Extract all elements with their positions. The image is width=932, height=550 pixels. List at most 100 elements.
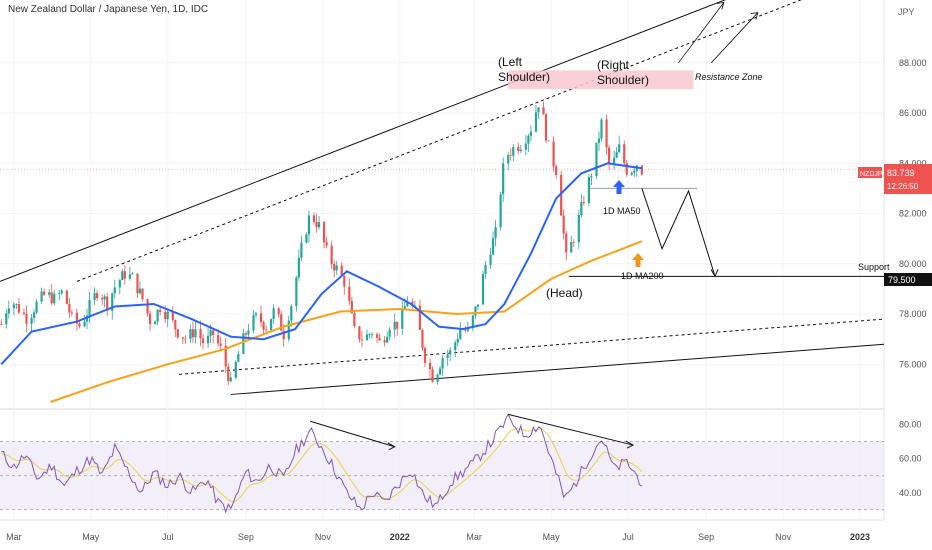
support-label: Support — [858, 262, 890, 272]
candle-body — [254, 313, 258, 316]
candle-body — [519, 149, 522, 152]
rsi-tick-label: 40.00 — [899, 488, 922, 498]
right-shoulder-label-2: Shoulder) — [597, 73, 649, 87]
candle-body — [484, 264, 487, 274]
candle-body — [544, 114, 548, 141]
candle-body — [189, 329, 192, 339]
candle-body — [350, 300, 353, 313]
candle-body — [146, 299, 149, 314]
candle-body — [121, 271, 124, 281]
candle-body — [312, 215, 316, 223]
candle-body — [534, 112, 538, 132]
candle-body — [141, 288, 144, 300]
candle-body — [464, 329, 467, 331]
candle-body — [78, 323, 81, 327]
candle-body — [577, 215, 580, 243]
candle-body — [393, 321, 396, 330]
candle-body — [512, 146, 515, 156]
candle-body — [507, 155, 510, 164]
candle-body — [537, 107, 540, 113]
candle-body — [383, 340, 386, 343]
resistance-zone-label: Resistance Zone — [695, 72, 763, 82]
candle-body — [403, 306, 406, 309]
ma50-up-arrow — [613, 180, 625, 194]
candle-body — [118, 280, 121, 288]
candle-body — [431, 369, 434, 382]
candle-body — [96, 293, 99, 299]
candle-body — [587, 177, 591, 203]
candle-body — [295, 277, 298, 307]
candle-body — [353, 312, 356, 327]
candle-body — [217, 334, 220, 344]
breakout-arrow — [678, 2, 725, 64]
candle-body — [22, 312, 26, 314]
head-label: (Head) — [546, 286, 583, 300]
candle-body — [156, 309, 159, 322]
candle-body — [212, 330, 215, 335]
candle-body — [449, 350, 452, 355]
candle-body — [264, 329, 268, 331]
candle-body — [491, 238, 495, 255]
time-tick-label: Nov — [315, 532, 332, 542]
candle-body — [401, 308, 404, 329]
candle-body — [494, 227, 497, 239]
candle-body — [136, 273, 139, 294]
candle-body — [65, 290, 68, 304]
candle-body — [70, 312, 73, 314]
candle-body — [441, 357, 444, 369]
price-tick-label: 80.000 — [899, 259, 927, 269]
price-tick-label: 76.000 — [899, 359, 927, 369]
resistance-zone — [508, 70, 694, 90]
breakout-arrow — [710, 12, 759, 64]
candle-body — [35, 301, 38, 313]
candle-body — [88, 300, 91, 316]
candle-body — [552, 141, 555, 167]
candle-body — [93, 293, 96, 301]
candle-body — [370, 334, 374, 336]
candle-body — [615, 152, 618, 158]
candle-body — [333, 263, 336, 271]
rsi-divergence-line — [310, 420, 395, 448]
candle-body — [252, 315, 255, 331]
candle-body — [247, 330, 250, 335]
candle-body — [439, 368, 442, 375]
candle-body — [335, 265, 338, 271]
candle-body — [421, 329, 424, 349]
candle-body — [83, 321, 86, 327]
candle-body — [234, 361, 237, 378]
candle-body — [524, 143, 527, 150]
price-symbol: NZDJPY — [860, 171, 888, 178]
candle-body — [111, 293, 114, 311]
candle-body — [625, 163, 628, 175]
candle-body — [201, 338, 205, 344]
price-tick-label: 78.000 — [899, 309, 927, 319]
breakout-arrowhead — [750, 12, 759, 20]
candle-body — [290, 306, 293, 321]
candle-body — [459, 329, 462, 339]
candle-body — [388, 329, 391, 337]
candle-body — [529, 131, 533, 136]
price-symbol-box — [858, 167, 882, 178]
candle-body — [454, 342, 457, 351]
candle-body — [386, 336, 389, 343]
time-tick-label: 2022 — [390, 532, 410, 542]
candle-body — [270, 318, 273, 331]
candle-body — [640, 165, 643, 175]
candle-body — [436, 374, 439, 382]
candle-body — [590, 176, 593, 178]
candle-body — [580, 202, 583, 216]
candle-body — [287, 320, 290, 340]
price-tick-label: 86.000 — [899, 108, 927, 118]
candle-body — [148, 313, 152, 325]
candle-body — [418, 305, 422, 330]
candle-body — [423, 348, 427, 363]
candle-body — [103, 296, 106, 300]
candle-body — [184, 338, 187, 340]
candle-body — [101, 298, 104, 300]
candle-body — [68, 303, 71, 313]
candle-body — [595, 142, 598, 177]
candle-body — [605, 119, 608, 148]
candle-body — [229, 377, 232, 382]
